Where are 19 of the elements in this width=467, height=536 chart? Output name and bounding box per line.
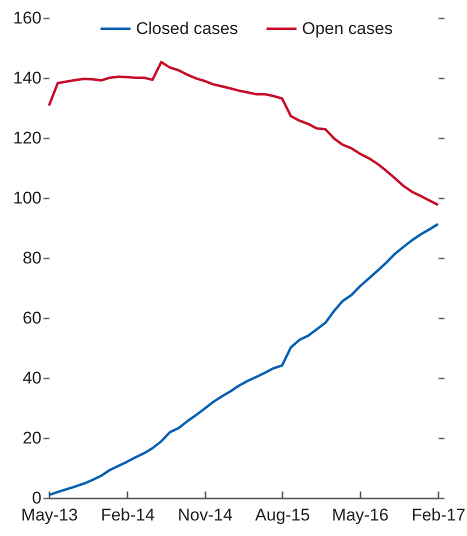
y-tick-label: 80 [22, 248, 42, 268]
x-tick-label: May-16 [332, 506, 389, 524]
x-tick-label: Nov-14 [178, 506, 233, 524]
y-tick-label: 120 [13, 128, 42, 148]
y-tick-label: 0 [32, 488, 42, 508]
y-tick-label: 140 [13, 68, 42, 88]
y-tick-label: 20 [22, 428, 42, 448]
x-tick-label: May-13 [21, 506, 78, 524]
y-tick-label: 60 [22, 308, 42, 328]
y-tick-label: 40 [22, 368, 42, 388]
x-tick-label: Feb-14 [100, 506, 155, 524]
legend-label: Closed cases [136, 18, 238, 38]
line-series [48, 222, 440, 496]
y-tick-label: 160 [13, 8, 42, 28]
y-tick-label: 100 [13, 188, 42, 208]
legend-label: Open cases [302, 18, 393, 38]
x-tick-label: Aug-15 [255, 506, 310, 524]
line-series [48, 60, 440, 206]
x-tick-label: Feb-17 [412, 506, 466, 524]
